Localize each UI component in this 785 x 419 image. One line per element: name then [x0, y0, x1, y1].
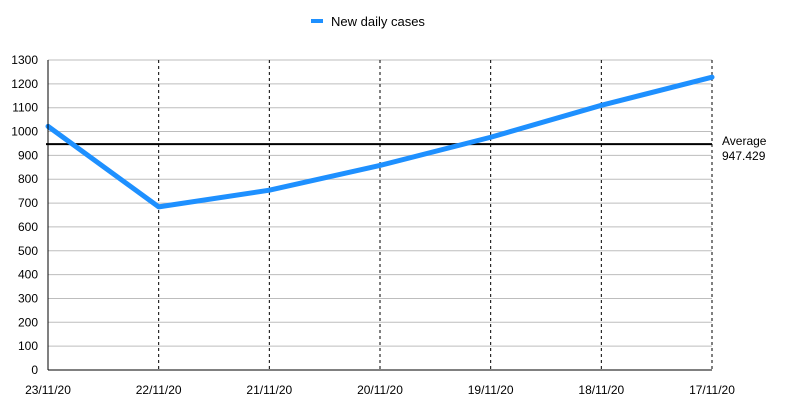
y-tick-label: 300	[18, 291, 38, 305]
axes: 0 100 200 300 400 500 600 700 800 900 1000 1100 1200…	[11, 53, 735, 397]
y-tick-label: 500	[18, 244, 38, 258]
x-tick-label: 21/11/20	[246, 383, 292, 397]
y-tick-label: 1100	[12, 101, 38, 115]
y-tick-label: 600	[18, 220, 38, 234]
y-tick-label: 0	[31, 363, 38, 377]
y-tick-label: 1300	[11, 53, 38, 67]
average-label-group: Average 947.429	[722, 134, 767, 163]
y-tick-label: 900	[18, 148, 38, 162]
x-tick-label: 20/11/20	[357, 383, 403, 397]
y-tick-label: 400	[18, 268, 38, 282]
y-tick-label: 100	[18, 339, 38, 353]
average-value-label: 947.429	[722, 149, 766, 163]
y-tick-label: 1000	[11, 125, 38, 139]
x-tick-label: 23/11/20	[25, 383, 71, 397]
x-tick-label: 22/11/20	[136, 383, 182, 397]
y-tick-label: 1200	[11, 77, 38, 91]
y-tick-label: 700	[18, 196, 38, 210]
y-tick-label: 800	[18, 172, 38, 186]
x-tick-label: 18/11/20	[578, 383, 624, 397]
y-tick-label: 200	[18, 315, 38, 329]
legend: New daily cases	[311, 14, 425, 29]
average-label: Average	[722, 134, 767, 148]
legend-label: New daily cases	[331, 14, 425, 29]
x-tick-label: 19/11/20	[468, 383, 514, 397]
grid	[48, 60, 712, 370]
x-tick-label: 17/11/20	[689, 383, 735, 397]
